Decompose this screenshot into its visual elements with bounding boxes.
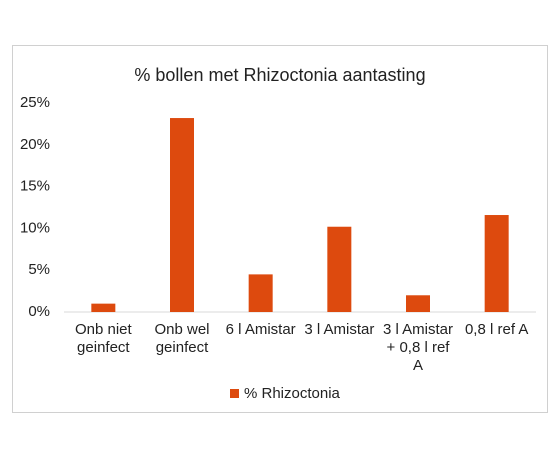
y-tick-label: 20% <box>20 136 50 153</box>
x-tick-label: Onb wel geinfect <box>154 321 209 356</box>
x-tick-label: 0,8 l ref A <box>465 321 528 338</box>
x-tick-label: 3 l Amistar <box>304 321 374 338</box>
legend-label: % Rhizoctonia <box>244 385 341 402</box>
chart-title: % bollen met Rhizoctonia aantasting <box>134 65 425 85</box>
bar <box>406 295 430 312</box>
legend-swatch <box>230 389 239 398</box>
bar <box>327 226 352 312</box>
chart-frame <box>12 45 548 413</box>
y-tick-label: 10% <box>20 219 50 236</box>
bar <box>170 118 194 312</box>
bar <box>248 274 273 312</box>
bar <box>484 215 509 312</box>
y-tick-label: 15% <box>20 178 50 195</box>
y-tick-label: 0% <box>28 303 50 320</box>
y-tick-label: 5% <box>28 261 50 278</box>
x-tick-label: 3 l Amistar + 0,8 l ref A <box>383 321 453 374</box>
x-tick-label: 6 l Amistar <box>226 321 296 338</box>
bar <box>91 303 116 312</box>
y-tick-label: 25% <box>20 94 50 111</box>
x-tick-label: Onb niet geinfect <box>75 321 133 356</box>
